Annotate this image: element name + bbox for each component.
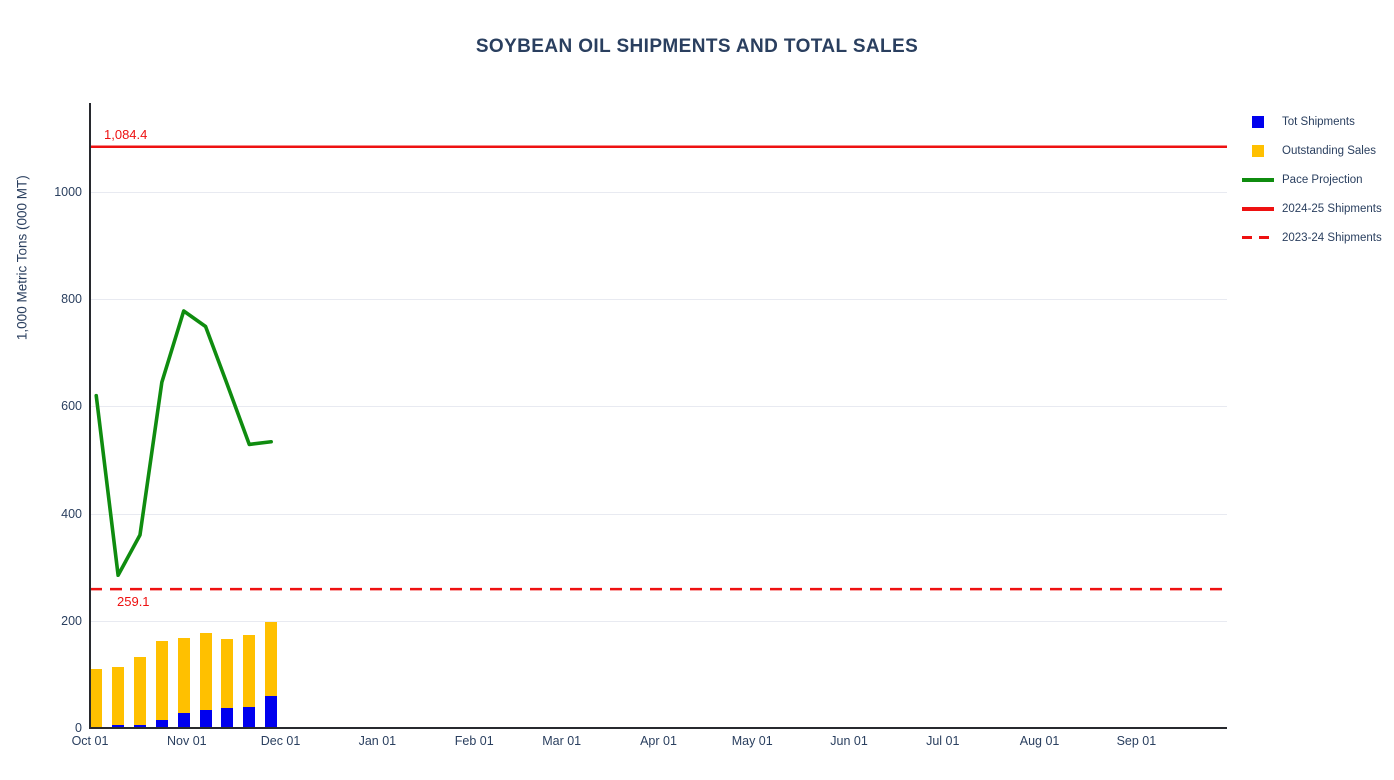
legend-item[interactable]: 2023-24 Shipments (1242, 223, 1382, 252)
x-tick-label: Feb 01 (454, 734, 494, 748)
legend-swatch-shape (1252, 144, 1264, 157)
legend-swatch-shape (1252, 115, 1264, 128)
legend-item[interactable]: Pace Projection (1242, 165, 1382, 194)
grid-line (90, 406, 1227, 408)
y-tick-label: 400 (61, 506, 82, 521)
bar-segment-outstanding[interactable] (243, 634, 256, 707)
legend-swatch-square-icon (1242, 144, 1274, 157)
bar-segment-shipments[interactable] (155, 719, 168, 728)
grid-line (90, 513, 1227, 515)
pace-projection-line (94, 309, 273, 578)
reference-line-value-label: 1,084.4 (104, 126, 148, 142)
legend-item[interactable]: 2024-25 Shipments (1242, 194, 1382, 223)
bar-segment-shipments[interactable] (265, 695, 278, 728)
plot-area: 1,084.4 259.1 (89, 103, 1227, 729)
x-tick-label: Oct 01 (71, 734, 109, 748)
y-tick-label: 600 (61, 399, 82, 414)
y-tick-label: 800 (61, 292, 82, 307)
bar-segment-shipments[interactable] (133, 724, 146, 728)
line-layer (90, 145, 1227, 591)
x-tick-label: Jan 01 (358, 734, 397, 748)
legend-item-label: 2023-24 Shipments (1282, 231, 1382, 244)
legend-item-label: Pace Projection (1282, 173, 1363, 186)
legend-item-label: Tot Shipments (1282, 115, 1355, 128)
y-tick-label: 1000 (54, 184, 82, 199)
x-tick-label: Dec 01 (260, 734, 301, 748)
bar-segment-shipments[interactable] (243, 706, 256, 728)
x-tick-label: Aug 01 (1019, 734, 1060, 748)
legend-item[interactable]: Tot Shipments (1242, 107, 1382, 136)
bar-segment-shipments[interactable] (177, 713, 190, 728)
grid-line (90, 620, 1227, 622)
y-tick-label: 0 (75, 721, 82, 735)
y-axis-line (89, 103, 91, 728)
x-tick-label: Jun 01 (830, 734, 868, 748)
x-axis-line (89, 727, 1227, 729)
legend-item-label: Outstanding Sales (1282, 144, 1376, 157)
chart-title: SOYBEAN OIL SHIPMENTS AND TOTAL SALES (475, 36, 919, 57)
legend-swatch-square-icon (1242, 115, 1274, 128)
bar-segment-outstanding[interactable] (112, 666, 125, 726)
legend: Tot Shipments Outstanding Sales Pace Proje… (1242, 107, 1382, 252)
legend-item-label: 2024-25 Shipments (1282, 202, 1382, 215)
bar-segment-outstanding[interactable] (90, 669, 103, 728)
bar-segment-outstanding[interactable] (155, 641, 168, 720)
bar-segment-shipments[interactable] (199, 710, 212, 728)
x-tick-label: Nov 01 (167, 734, 207, 748)
x-tick-label: May 01 (731, 734, 773, 748)
bar-segment-outstanding[interactable] (133, 656, 146, 725)
y-tick-label: 200 (61, 613, 82, 628)
grid-line (90, 191, 1227, 193)
y-axis-title: 1,000 Metric Tons (000 MT) (14, 175, 30, 341)
bar-segment-outstanding[interactable] (221, 639, 234, 709)
x-tick-label: Jul 01 (926, 734, 960, 748)
x-tick-label: Mar 01 (542, 734, 582, 748)
legend-item[interactable]: Outstanding Sales (1242, 136, 1382, 165)
legend-swatch-line-icon (1242, 177, 1274, 182)
bar-segment-shipments[interactable] (221, 708, 234, 728)
bar-segment-outstanding[interactable] (177, 637, 190, 713)
x-tick-label: Sep 01 (1116, 734, 1157, 748)
legend-swatch-line-icon (1242, 206, 1274, 211)
legend-swatch-shape (1242, 206, 1274, 211)
bar-segment-outstanding[interactable] (199, 632, 212, 711)
x-tick-label: Apr 01 (640, 734, 677, 748)
reference-line-value-label: 259.1 (117, 594, 150, 610)
legend-swatch-dash-icon (1242, 236, 1274, 239)
grid-line (90, 299, 1227, 301)
legend-swatch-shape (1242, 177, 1274, 182)
legend-swatch-shape (1242, 236, 1274, 239)
bar-segment-outstanding[interactable] (265, 621, 278, 696)
bar-segment-shipments[interactable] (112, 725, 125, 728)
